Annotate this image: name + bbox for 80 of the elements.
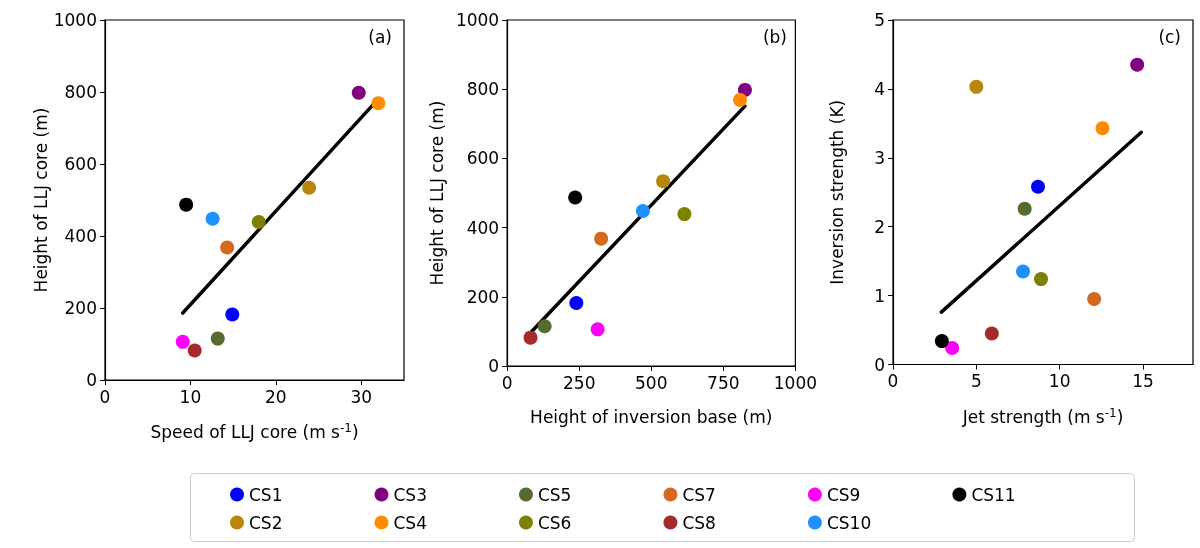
- legend-label: CS11: [971, 484, 1016, 505]
- point: [569, 296, 584, 311]
- point: [1095, 121, 1110, 136]
- point: [537, 319, 552, 334]
- point: [251, 214, 266, 229]
- y-tick-label: 5: [874, 10, 885, 30]
- x-tick-label: 250: [562, 372, 596, 393]
- y-tick-label: 1000: [53, 10, 97, 30]
- annotation: (c): [1158, 26, 1182, 47]
- point: [945, 340, 960, 355]
- legend-label: CS10: [826, 512, 872, 533]
- point: [220, 240, 235, 255]
- point: [302, 180, 317, 195]
- point: [1031, 179, 1045, 194]
- point: [677, 207, 692, 222]
- y-axis-title: Height of LLJ core (m): [426, 100, 447, 286]
- y-tick-label: 3: [874, 147, 885, 168]
- legend-label: CS5: [537, 484, 572, 505]
- legend-label: CS7: [682, 484, 716, 505]
- x-tick-label: 10: [1048, 371, 1071, 391]
- point: [523, 330, 538, 345]
- y-tick-label: 600: [64, 154, 97, 174]
- point: [225, 307, 240, 322]
- y-tick-label: 2: [874, 216, 885, 237]
- x-tick-label: 500: [635, 372, 668, 393]
- annotation: (b): [762, 26, 788, 47]
- point: [1087, 292, 1102, 307]
- point: [733, 92, 748, 107]
- x-tick-label: 20: [265, 386, 287, 407]
- point: [590, 322, 605, 337]
- point: [351, 85, 366, 100]
- y-tick-label: 800: [466, 79, 500, 100]
- y-tick-label: 800: [64, 82, 97, 102]
- point: [568, 190, 583, 205]
- point: [1017, 201, 1032, 216]
- y-tick-label: 0: [488, 356, 500, 376]
- point: [1016, 264, 1030, 279]
- point: [635, 204, 650, 218]
- y-tick-label: 400: [64, 226, 97, 246]
- y-tick-label: 0: [874, 354, 885, 375]
- x-tick-label: 30: [350, 386, 373, 407]
- legend-label: CS2: [249, 512, 283, 533]
- y-tick-label: 600: [466, 148, 500, 169]
- x-tick-label: 0: [501, 372, 513, 393]
- point: [1034, 272, 1048, 287]
- point: [175, 334, 190, 349]
- legend-label: CS8: [682, 512, 716, 533]
- legend-label: CS6: [537, 512, 572, 533]
- point: [371, 96, 386, 111]
- x-tick-label: 1000: [773, 372, 817, 393]
- point: [1130, 57, 1145, 72]
- legend-label: CS1: [249, 484, 283, 505]
- x-tick-label: 5: [970, 371, 982, 391]
- point: [656, 174, 671, 189]
- y-tick-label: 1000: [455, 10, 500, 30]
- x-tick-label: 0: [887, 371, 899, 391]
- y-tick-label: 4: [874, 78, 885, 99]
- x-tick-label: 15: [1132, 371, 1154, 391]
- point: [205, 211, 220, 226]
- point: [187, 343, 202, 358]
- y-axis-title: Inversion strength (K): [826, 99, 847, 285]
- point: [594, 231, 609, 246]
- point: [984, 326, 999, 341]
- x-axis-title: Height of inversion base (m): [530, 406, 773, 427]
- y-tick-label: 400: [466, 217, 500, 238]
- y-tick-label: 1: [874, 285, 885, 306]
- point: [934, 334, 949, 349]
- legend-label: CS9: [826, 484, 861, 505]
- y-tick-label: 200: [466, 286, 500, 307]
- point: [210, 331, 225, 346]
- y-tick-label: 200: [64, 298, 97, 318]
- point: [179, 197, 194, 212]
- legend-label: CS4: [393, 512, 427, 533]
- legend-label: CS3: [393, 484, 427, 505]
- y-axis-title: Height of LLJ core (m): [31, 107, 52, 293]
- x-tick-label: 750: [707, 372, 740, 393]
- x-tick-label: 0: [99, 386, 111, 407]
- x-tick-label: 10: [179, 386, 202, 407]
- annotation: (a): [368, 26, 393, 47]
- point: [969, 79, 984, 94]
